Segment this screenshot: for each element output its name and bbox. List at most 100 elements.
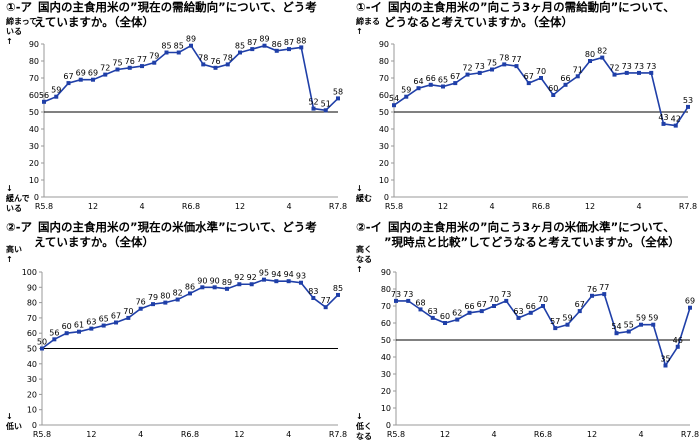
y-tick-label: 30	[379, 142, 389, 151]
data-point	[336, 292, 340, 297]
title-line-2: ”現時点と比較”してどうなると考えていますか。（全体）	[384, 235, 680, 249]
y-axis-label-bottom: ↓	[356, 184, 363, 193]
data-label: 73	[622, 62, 632, 71]
data-point	[126, 315, 131, 320]
panel-number: ①-ア	[6, 0, 33, 14]
data-point	[443, 321, 447, 325]
data-label: 62	[452, 309, 462, 318]
data-point	[336, 96, 340, 101]
y-tick-label: 10	[29, 176, 39, 185]
data-label: 42	[671, 115, 681, 124]
data-label: 87	[247, 38, 257, 47]
x-tick-label: R5.8	[35, 202, 53, 211]
y-axis-label-bottom: 緩む	[356, 193, 372, 203]
y-tick-label: 90	[381, 268, 391, 277]
line-chart: 0 10 20 30 40 50 60 70 80 90 R5.8 12 4 R6.8 12 4 R7.8 高くな…	[355, 244, 699, 440]
data-label: 80	[585, 50, 595, 59]
data-label: 66	[560, 74, 570, 83]
data-label: 67	[575, 300, 585, 309]
data-label: 78	[223, 53, 233, 62]
y-tick-label: 40	[381, 353, 391, 362]
y-axis-label-top: ↑	[6, 37, 13, 46]
y-tick-label: 70	[381, 302, 391, 311]
chart-panel-1b: ①-イ 国内の主食用米の”向こう3ヶ月の需給動向”について、 どうなると考えていま…	[350, 0, 700, 220]
y-tick-label: 60	[27, 329, 37, 338]
y-tick-label: 40	[379, 125, 389, 134]
data-point	[40, 346, 44, 351]
data-label: 73	[391, 290, 401, 299]
data-point	[262, 277, 266, 282]
data-point	[406, 298, 411, 303]
x-tick-label: R6.8	[532, 202, 550, 211]
y-tick-label: 20	[381, 387, 391, 396]
x-tick-label: 12	[234, 430, 244, 439]
data-point	[651, 322, 656, 327]
panel-number: ②-ア	[6, 220, 33, 234]
x-tick-label: R7.8	[329, 202, 347, 211]
data-point	[311, 106, 316, 111]
data-point	[175, 297, 180, 302]
data-label: 90	[197, 276, 207, 285]
data-label: 60	[548, 84, 558, 93]
x-tick-label: R6.8	[182, 202, 200, 211]
chart-panel-2a: ②-ア 国内の主食用米の”現在の米価水準”について、どう考 えていますか。（全体）…	[0, 220, 350, 440]
title-line-1: 国内の主食用米の”現在の需給動向”について、どう考	[38, 0, 317, 14]
y-tick-label: 60	[381, 319, 391, 328]
data-point	[661, 121, 666, 126]
data-point	[213, 65, 218, 70]
data-label: 54	[389, 94, 399, 103]
y-axis-label-bottom: ↓	[356, 412, 363, 421]
data-point	[649, 70, 654, 75]
data-point	[189, 43, 193, 48]
x-tick-label: 4	[638, 430, 643, 439]
data-point	[514, 64, 519, 69]
data-label: 60	[440, 312, 450, 321]
y-axis-label-top: 締まる	[356, 16, 380, 26]
data-label: 55	[624, 321, 634, 330]
data-label: 94	[271, 270, 281, 279]
data-label: 65	[99, 315, 109, 324]
data-point	[201, 62, 206, 67]
data-point	[115, 67, 120, 72]
data-label: 76	[125, 57, 135, 66]
data-point	[77, 329, 81, 334]
y-tick-label: 80	[381, 285, 391, 294]
data-point	[140, 64, 144, 69]
data-label: 69	[76, 69, 86, 78]
data-point	[404, 94, 409, 99]
y-tick-label: 50	[27, 345, 37, 354]
x-tick-label: 4	[139, 202, 144, 211]
data-point	[663, 363, 668, 368]
data-label: 82	[597, 47, 607, 56]
data-label: 70	[123, 307, 133, 316]
data-label: 51	[321, 99, 331, 108]
data-label: 59	[51, 86, 61, 95]
data-label: 86	[272, 40, 282, 49]
data-point	[394, 298, 398, 303]
data-label: 57	[550, 317, 560, 326]
data-point	[64, 331, 69, 336]
data-label: 85	[174, 42, 184, 51]
data-point	[114, 320, 118, 325]
y-tick-label: 50	[379, 108, 389, 117]
data-label: 67	[477, 300, 487, 309]
data-point	[688, 305, 692, 310]
data-point	[52, 337, 57, 342]
data-label: 85	[333, 284, 343, 293]
data-point	[504, 298, 509, 303]
data-point	[418, 307, 423, 312]
series-line	[43, 44, 339, 112]
data-point	[151, 302, 155, 307]
x-tick-label: R5.8	[387, 430, 405, 439]
y-axis-label-top: ↑	[356, 27, 363, 36]
data-point	[553, 326, 558, 331]
data-label: 46	[673, 336, 683, 345]
title-line-2: えていますか。（全体）	[34, 235, 154, 249]
data-label: 92	[247, 273, 257, 282]
data-label: 66	[426, 74, 436, 83]
data-label: 73	[501, 290, 511, 299]
y-axis-label-top: いる	[6, 27, 22, 36]
y-axis-label-bottom: ↓	[6, 412, 13, 421]
data-point	[575, 74, 580, 79]
